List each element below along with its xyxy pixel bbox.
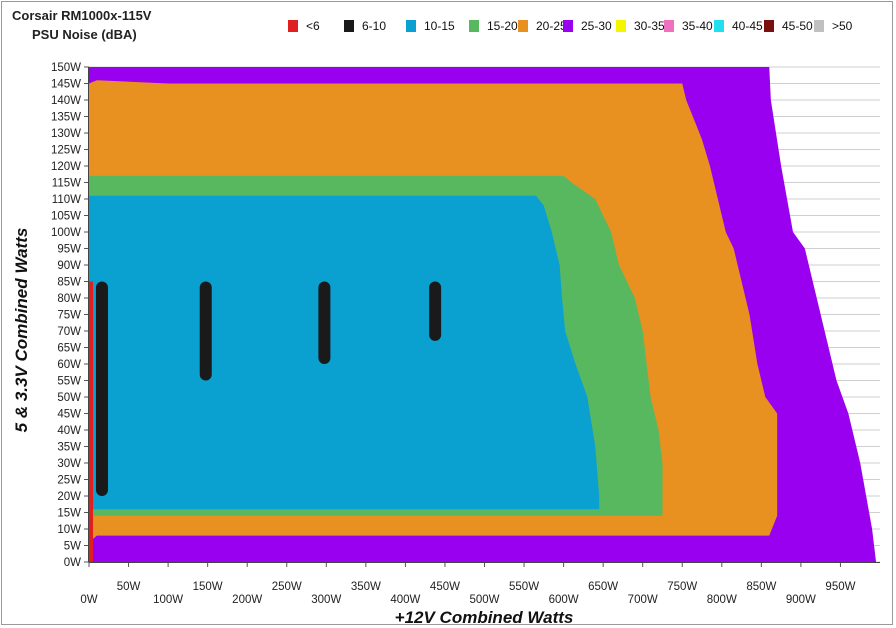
x-tick-label: 300W — [311, 594, 341, 606]
y-tick-label: 20W — [57, 491, 81, 503]
y-tick-label: 10W — [57, 524, 81, 536]
y-tick-label: 90W — [57, 260, 81, 272]
y-tick-label: 150W — [51, 62, 81, 74]
y-tick-label: 145W — [51, 79, 81, 91]
y-tick-label: 70W — [57, 326, 81, 338]
y-tick-label: 95W — [57, 244, 81, 256]
region-lt-6 — [89, 282, 93, 563]
x-tick-label: 750W — [667, 581, 697, 593]
y-tick-label: 115W — [52, 178, 81, 190]
y-tick-label: 55W — [57, 376, 81, 388]
x-tick-label: 600W — [549, 594, 579, 606]
region-6-10 — [429, 282, 441, 341]
y-tick-label: 110W — [52, 194, 81, 206]
region-20-25-rim — [97, 522, 564, 532]
y-tick-label: 50W — [57, 392, 81, 404]
x-tick-label: 200W — [232, 594, 262, 606]
y-tick-label: 100W — [51, 227, 81, 239]
x-axis-label: +12V Combined Watts — [395, 608, 574, 628]
y-tick-label: 35W — [57, 442, 81, 454]
y-tick-label: 25W — [57, 475, 81, 487]
x-tick-label: 700W — [628, 594, 658, 606]
region-6-10 — [96, 282, 108, 497]
y-tick-label: 105W — [51, 211, 81, 223]
x-tick-label: 350W — [351, 581, 381, 593]
y-tick-label: 80W — [57, 293, 81, 305]
x-tick-label: 850W — [746, 581, 776, 593]
y-tick-label: 65W — [57, 343, 81, 355]
x-tick-label: 500W — [469, 594, 499, 606]
y-tick-label: 0W — [64, 557, 81, 569]
x-tick-label: 950W — [825, 581, 855, 593]
y-axis-label: 5 & 3.3V Combined Watts — [12, 228, 32, 433]
region-6-10 — [318, 282, 330, 365]
y-tick-label: 15W — [57, 508, 81, 520]
region-6-10 — [200, 282, 212, 381]
x-tick-label: 0W — [80, 594, 97, 606]
y-tick-label: 125W — [51, 145, 81, 157]
y-tick-label: 5W — [64, 541, 81, 553]
x-tick-label: 150W — [193, 581, 223, 593]
x-tick-label: 250W — [272, 581, 302, 593]
x-tick-label: 650W — [588, 581, 618, 593]
x-tick-label: 550W — [509, 581, 539, 593]
x-tick-label: 800W — [707, 594, 737, 606]
y-tick-label: 75W — [57, 310, 81, 322]
x-tick-label: 50W — [117, 581, 141, 593]
region-10-15 — [89, 196, 599, 510]
y-tick-label: 60W — [57, 359, 81, 371]
y-tick-label: 85W — [57, 277, 81, 289]
y-tick-label: 40W — [57, 425, 81, 437]
x-tick-label: 450W — [430, 581, 460, 593]
x-tick-label: 100W — [153, 594, 183, 606]
y-tick-label: 30W — [57, 458, 81, 470]
y-tick-label: 135W — [51, 112, 81, 124]
x-tick-label: 400W — [390, 594, 420, 606]
y-tick-label: 45W — [57, 409, 81, 421]
y-tick-label: 120W — [51, 161, 81, 173]
x-tick-label: 900W — [786, 594, 816, 606]
y-tick-label: 130W — [51, 128, 81, 140]
y-tick-label: 140W — [51, 95, 81, 107]
